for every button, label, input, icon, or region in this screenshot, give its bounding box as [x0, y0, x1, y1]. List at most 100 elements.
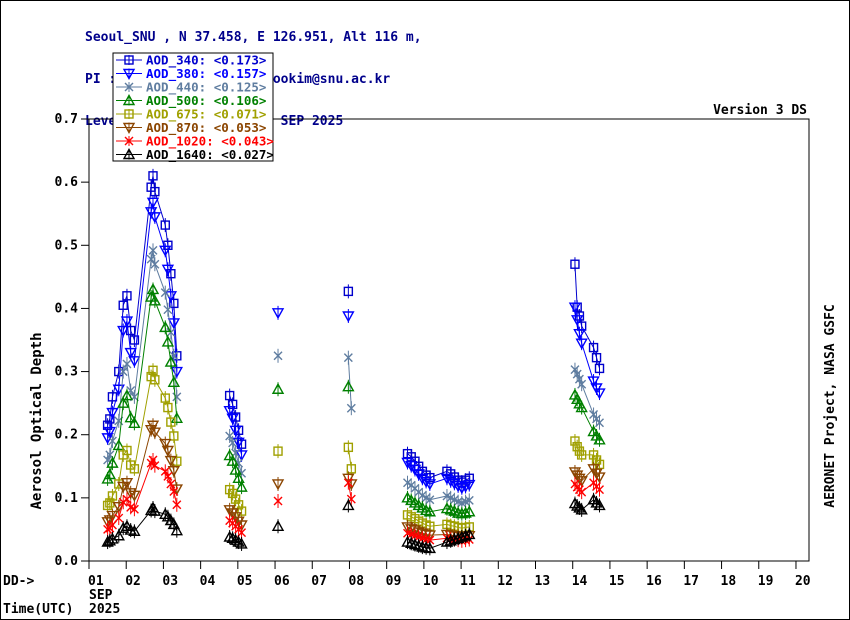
- data-point-marker: [412, 527, 425, 539]
- data-point-marker: [120, 478, 134, 490]
- data-point-marker: [122, 445, 132, 456]
- data-point-marker: [595, 485, 605, 495]
- x-tick-label: 12: [497, 574, 513, 589]
- data-point-marker: [593, 433, 606, 445]
- data-point-marker: [235, 450, 248, 462]
- legend-item-aod_1640: AOD_1640: <0.027>: [116, 147, 274, 163]
- data-point-marker: [442, 491, 452, 501]
- data-point-marker: [124, 411, 137, 423]
- legend-label: AOD_500: <0.106>: [146, 93, 266, 109]
- data-point-marker: [570, 365, 580, 375]
- legend-label: AOD_1640: <0.027>: [146, 147, 274, 163]
- data-point-marker: [105, 450, 115, 460]
- data-point-marker: [271, 479, 285, 491]
- series-line: [107, 175, 178, 426]
- data-point-marker: [124, 109, 134, 119]
- data-point-marker: [164, 455, 178, 468]
- data-point-marker: [342, 311, 355, 323]
- data-point-marker: [129, 504, 139, 514]
- data-point-marker: [235, 480, 248, 492]
- data-point-marker: [172, 351, 182, 361]
- data-point-marker: [163, 402, 173, 413]
- data-point-marker: [169, 487, 179, 497]
- data-point-marker: [417, 490, 427, 500]
- data-point-marker: [148, 455, 158, 465]
- data-point-marker: [161, 445, 175, 457]
- data-point-marker: [423, 505, 437, 517]
- data-point-marker: [107, 436, 117, 446]
- data-point-marker: [271, 308, 285, 320]
- data-point-marker: [148, 212, 162, 224]
- series-line: [107, 370, 178, 506]
- data-point-marker: [423, 479, 437, 491]
- legend-label: AOD_675: <0.071>: [146, 107, 266, 123]
- data-point-marker: [114, 513, 124, 523]
- data-point-marker: [575, 338, 588, 350]
- data-point-marker: [577, 379, 587, 389]
- data-point-marker: [118, 367, 128, 377]
- data-point-marker: [570, 315, 584, 327]
- data-point-marker: [463, 505, 476, 517]
- y-tick-label: 0.5: [55, 238, 78, 253]
- data-point-marker: [419, 476, 433, 488]
- data-point-marker: [169, 298, 179, 309]
- series-line: [347, 357, 352, 409]
- data-point-marker: [588, 342, 599, 353]
- chart-layer: 0.0 0.1 0.2 0.3 0.4 0.5 0.6 0.7 01 02 03 04 05 06 07 08…: [55, 52, 811, 589]
- series-line: [107, 250, 178, 461]
- y-axis-title: Aerosol Optical Depth: [29, 332, 45, 509]
- data-point-marker: [160, 288, 170, 298]
- data-point-marker: [103, 468, 117, 480]
- y-tick-label: 0.6: [55, 175, 79, 190]
- data-point-marker: [346, 464, 357, 474]
- legend-item-aod_870: AOD_870: <0.053>: [116, 120, 266, 136]
- data-point-marker: [124, 136, 134, 146]
- data-point-marker: [124, 55, 134, 65]
- x-tick-label: 11: [460, 574, 476, 589]
- data-point-marker: [453, 497, 463, 507]
- legend-item-aod_675: AOD_675: <0.071>: [116, 107, 266, 123]
- data-point-marker: [463, 479, 476, 492]
- data-point-marker: [117, 481, 130, 493]
- legend-item-aod_340: AOD_340: <0.173>: [116, 53, 266, 69]
- data-point-marker: [129, 464, 140, 474]
- credit-label: AERONET Project, NASA GSFC: [823, 304, 838, 508]
- data-point-marker: [405, 460, 418, 473]
- data-point-marker: [146, 254, 156, 264]
- data-point-marker: [122, 68, 136, 80]
- legend: AOD_340: <0.173>AOD_380: <0.157>AOD_440:…: [112, 52, 274, 163]
- data-point-marker: [232, 437, 245, 449]
- data-point-marker: [223, 406, 236, 418]
- data-point-marker: [230, 494, 241, 504]
- x-tick-label: 17: [683, 574, 699, 589]
- y-tick-label: 0.3: [55, 365, 78, 380]
- x-tick-label: 14: [572, 574, 588, 589]
- data-point-marker: [448, 533, 461, 545]
- data-point-marker: [575, 503, 588, 515]
- version-label: Version 3 DS: [713, 103, 807, 118]
- year-label: 2025: [89, 602, 120, 617]
- data-point-marker: [229, 463, 242, 475]
- data-point-marker: [343, 353, 353, 363]
- y-tick-label: 0.1: [55, 491, 79, 506]
- data-point-marker: [160, 466, 170, 476]
- series-line: [107, 202, 178, 439]
- data-point-marker: [346, 403, 356, 413]
- data-point-marker: [410, 531, 420, 541]
- data-point-marker: [401, 457, 414, 469]
- data-point-marker: [593, 388, 606, 400]
- data-point-marker: [575, 476, 588, 488]
- legend-item-aod_380: AOD_380: <0.157>: [116, 66, 266, 82]
- data-point-marker: [451, 531, 465, 543]
- data-point-marker: [148, 245, 158, 255]
- data-point-marker: [112, 501, 125, 514]
- data-point-marker: [406, 529, 416, 539]
- x-tick-label: 18: [721, 574, 737, 589]
- data-point-marker: [594, 363, 605, 374]
- data-point-marker: [117, 325, 130, 337]
- data-point-marker: [122, 359, 132, 369]
- data-point-marker: [573, 328, 586, 341]
- data-point-marker: [459, 529, 472, 541]
- data-point-marker: [170, 524, 184, 536]
